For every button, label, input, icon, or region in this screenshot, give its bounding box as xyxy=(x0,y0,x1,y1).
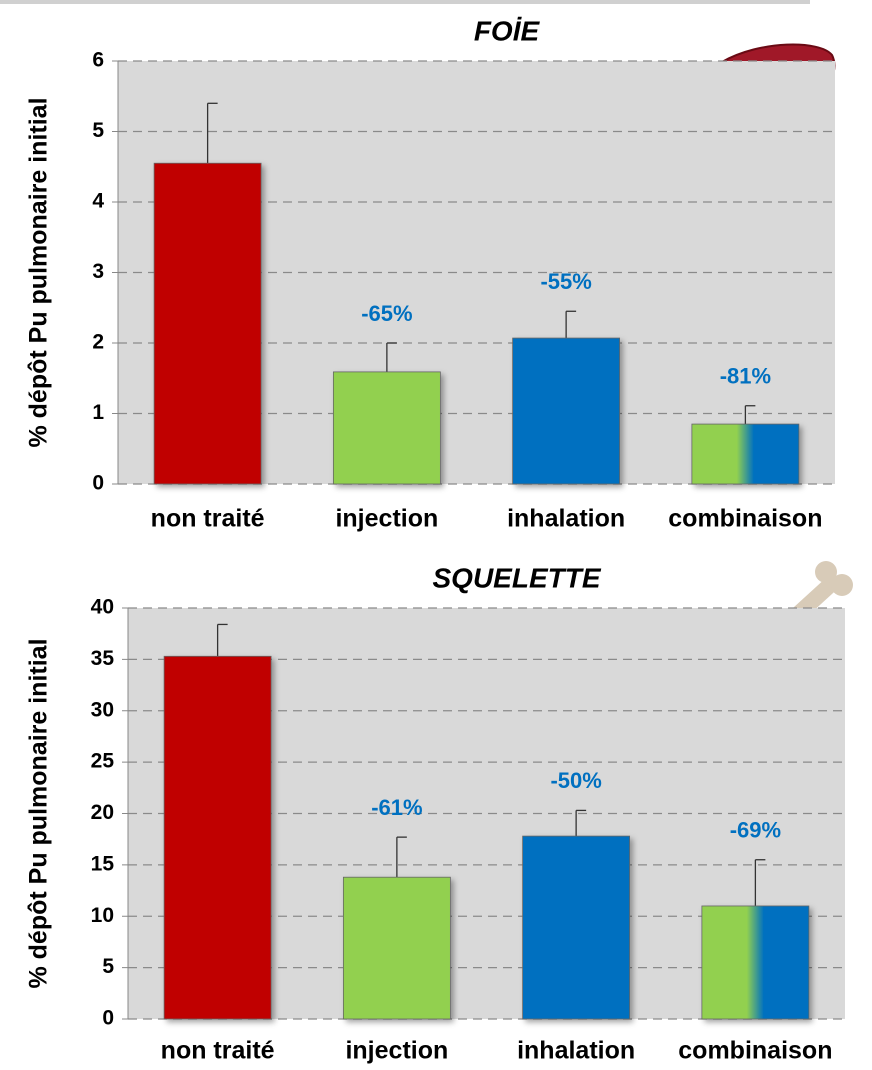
x-tick-label: combinaison xyxy=(678,1037,832,1065)
y-tick-label: 6 xyxy=(92,49,104,72)
bar xyxy=(522,835,631,1020)
y-tick-label: 5 xyxy=(92,119,104,142)
y-tick-label: 20 xyxy=(91,801,114,824)
bar xyxy=(691,423,800,485)
chart-title: SQUELETTE xyxy=(432,562,601,593)
y-tick-label: 0 xyxy=(102,1007,114,1030)
y-axis-title: % dépôt Pu pulmonaire initial xyxy=(25,97,53,447)
x-tick-label: inhalation xyxy=(517,1037,635,1065)
y-tick-label: 35 xyxy=(91,647,115,670)
y-tick-label: 5 xyxy=(102,955,114,978)
top-border xyxy=(0,0,810,4)
bar xyxy=(163,655,272,1020)
x-tick-label: injection xyxy=(335,505,438,533)
y-tick-label: 25 xyxy=(91,750,115,773)
x-tick-label: injection xyxy=(345,1037,448,1065)
y-tick-label: 10 xyxy=(91,904,114,927)
annotation: -61% xyxy=(371,795,422,820)
y-tick-label: 30 xyxy=(91,698,114,721)
y-axis-title: % dépôt Pu pulmonaire initial xyxy=(25,638,53,988)
annotation: -50% xyxy=(550,768,601,793)
y-tick-label: 4 xyxy=(92,190,104,213)
annotation: -65% xyxy=(361,301,412,326)
y-tick-label: 1 xyxy=(92,401,104,424)
bar xyxy=(332,371,441,485)
bar xyxy=(342,876,451,1020)
x-tick-label: combinaison xyxy=(668,505,822,533)
annotation: -55% xyxy=(540,269,591,294)
annotation: -69% xyxy=(730,818,781,843)
x-tick-label: inhalation xyxy=(507,505,625,533)
bar xyxy=(153,162,262,485)
y-tick-label: 40 xyxy=(91,596,114,619)
y-tick-label: 2 xyxy=(92,331,104,354)
y-tick-label: 0 xyxy=(92,472,104,495)
x-tick-label: non traité xyxy=(151,505,265,533)
annotation: -81% xyxy=(720,364,771,389)
y-tick-label: 15 xyxy=(91,852,115,875)
x-tick-label: non traité xyxy=(161,1037,275,1065)
bar xyxy=(512,337,621,485)
y-tick-label: 3 xyxy=(92,260,104,283)
bar xyxy=(701,905,810,1020)
chart-title: FOİE xyxy=(474,15,541,46)
